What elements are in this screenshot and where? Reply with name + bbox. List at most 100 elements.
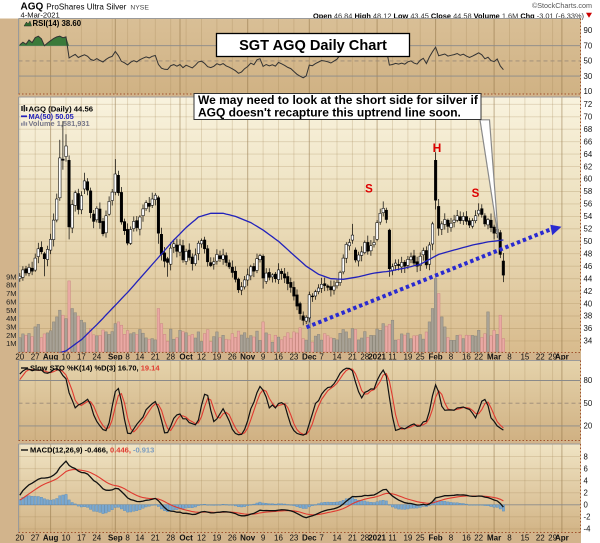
svg-text:Apr: Apr xyxy=(555,534,569,543)
svg-text:Feb: Feb xyxy=(428,534,442,543)
svg-text:AGQ (Daily) 44.56: AGQ (Daily) 44.56 xyxy=(29,105,94,114)
svg-text:10: 10 xyxy=(584,87,593,96)
svg-text:7: 7 xyxy=(319,534,324,543)
svg-text:5M: 5M xyxy=(6,306,16,315)
svg-text:Apr: Apr xyxy=(555,353,569,362)
svg-text:70: 70 xyxy=(584,41,593,50)
svg-text:16: 16 xyxy=(274,534,283,543)
svg-text:Mar: Mar xyxy=(487,534,501,543)
svg-text:10: 10 xyxy=(62,534,71,543)
svg-text:56: 56 xyxy=(584,200,593,209)
svg-text:21: 21 xyxy=(151,534,160,543)
svg-text:2021: 2021 xyxy=(368,353,386,362)
svg-text:34: 34 xyxy=(584,337,593,346)
svg-text:16: 16 xyxy=(462,534,471,543)
svg-text:Oct: Oct xyxy=(179,353,193,362)
svg-text:52: 52 xyxy=(584,225,593,234)
svg-text:27: 27 xyxy=(31,534,40,543)
svg-text:20: 20 xyxy=(15,534,24,543)
svg-text:14: 14 xyxy=(333,353,342,362)
svg-text:15: 15 xyxy=(520,353,529,362)
svg-text:9: 9 xyxy=(261,353,266,362)
svg-text:4: 4 xyxy=(584,476,589,485)
svg-text:11: 11 xyxy=(388,534,397,543)
svg-text:16: 16 xyxy=(462,353,471,362)
svg-text:14: 14 xyxy=(333,534,342,543)
svg-text:38: 38 xyxy=(584,312,593,321)
svg-text:MA(50) 50.05: MA(50) 50.05 xyxy=(29,112,74,121)
svg-text:Volume 1,581,931: Volume 1,581,931 xyxy=(29,119,90,128)
svg-text:21: 21 xyxy=(348,353,357,362)
svg-text:AGQ doesn't recapture this upt: AGQ doesn't recapture this uptrend line … xyxy=(198,106,461,120)
svg-text:8: 8 xyxy=(584,452,588,461)
svg-text:26: 26 xyxy=(228,534,237,543)
svg-text:20: 20 xyxy=(584,422,593,431)
svg-text:4-Mar-2021: 4-Mar-2021 xyxy=(21,10,60,19)
svg-text:22: 22 xyxy=(474,353,483,362)
svg-text:6M: 6M xyxy=(6,297,16,306)
svg-text:2M: 2M xyxy=(6,331,16,340)
svg-text:46: 46 xyxy=(584,262,593,271)
svg-text:8: 8 xyxy=(507,534,512,543)
svg-text:19: 19 xyxy=(212,534,221,543)
svg-text:23: 23 xyxy=(289,353,298,362)
svg-text:Dec: Dec xyxy=(302,353,317,362)
svg-text:19: 19 xyxy=(212,353,221,362)
svg-text:15: 15 xyxy=(520,534,529,543)
svg-text:9: 9 xyxy=(261,534,266,543)
svg-text:-4: -4 xyxy=(584,525,592,534)
svg-text:23: 23 xyxy=(289,534,298,543)
svg-text:25: 25 xyxy=(416,534,425,543)
svg-text:28: 28 xyxy=(360,353,369,362)
svg-text:Sep: Sep xyxy=(108,534,123,543)
svg-text:24: 24 xyxy=(92,534,101,543)
svg-text:72: 72 xyxy=(584,100,593,109)
svg-text:Mar: Mar xyxy=(487,353,501,362)
svg-text:Oct: Oct xyxy=(179,534,193,543)
svg-text:0: 0 xyxy=(584,501,589,510)
svg-text:27: 27 xyxy=(31,353,40,362)
svg-text:12: 12 xyxy=(197,534,206,543)
svg-text:10: 10 xyxy=(62,353,71,362)
svg-text:17: 17 xyxy=(77,534,86,543)
svg-text:MACD(12,26,9) -0.466, 0.446, -: MACD(12,26,9) -0.466, 0.446, -0.913 xyxy=(30,445,154,454)
svg-text:8: 8 xyxy=(449,353,454,362)
svg-text:20: 20 xyxy=(15,353,24,362)
svg-text:S: S xyxy=(365,184,373,196)
svg-text:Aug: Aug xyxy=(43,353,59,362)
svg-text:SGT AGQ Daily Chart: SGT AGQ Daily Chart xyxy=(239,38,387,54)
svg-text:36: 36 xyxy=(584,324,593,333)
svg-text:28: 28 xyxy=(166,353,175,362)
svg-text:8: 8 xyxy=(449,534,454,543)
svg-text:54: 54 xyxy=(584,212,593,221)
svg-text:-2: -2 xyxy=(584,513,591,522)
svg-text:26: 26 xyxy=(228,353,237,362)
svg-text:25: 25 xyxy=(416,353,425,362)
svg-text:30: 30 xyxy=(584,72,593,81)
svg-text:2021: 2021 xyxy=(368,534,386,543)
svg-text:Dec: Dec xyxy=(302,534,317,543)
svg-text:3M: 3M xyxy=(6,323,16,332)
svg-text:7: 7 xyxy=(319,353,324,362)
svg-text:1M: 1M xyxy=(6,339,16,348)
svg-text:8: 8 xyxy=(507,353,512,362)
svg-text:12: 12 xyxy=(197,353,206,362)
svg-text:7M: 7M xyxy=(6,289,16,298)
svg-text:RSI(14) 38.60: RSI(14) 38.60 xyxy=(33,19,82,28)
svg-text:60: 60 xyxy=(584,175,593,184)
svg-text:©StockCharts.com: ©StockCharts.com xyxy=(532,1,592,10)
svg-text:62: 62 xyxy=(584,162,593,171)
svg-text:Aug: Aug xyxy=(43,534,59,543)
svg-text:Nov: Nov xyxy=(240,353,256,362)
svg-text:Slow STO %K(14) %D(3) 16.70, 1: Slow STO %K(14) %D(3) 16.70, 19.14 xyxy=(30,363,160,372)
svg-text:29: 29 xyxy=(548,534,557,543)
svg-text:Sep: Sep xyxy=(108,353,123,362)
svg-text:50: 50 xyxy=(584,57,593,66)
svg-text:68: 68 xyxy=(584,125,593,134)
svg-text:70: 70 xyxy=(584,113,593,122)
svg-text:40: 40 xyxy=(584,299,593,308)
svg-text:We may need to look at the sho: We may need to look at the short side fo… xyxy=(198,93,479,107)
svg-text:Nov: Nov xyxy=(240,534,256,543)
svg-text:90: 90 xyxy=(584,26,593,35)
